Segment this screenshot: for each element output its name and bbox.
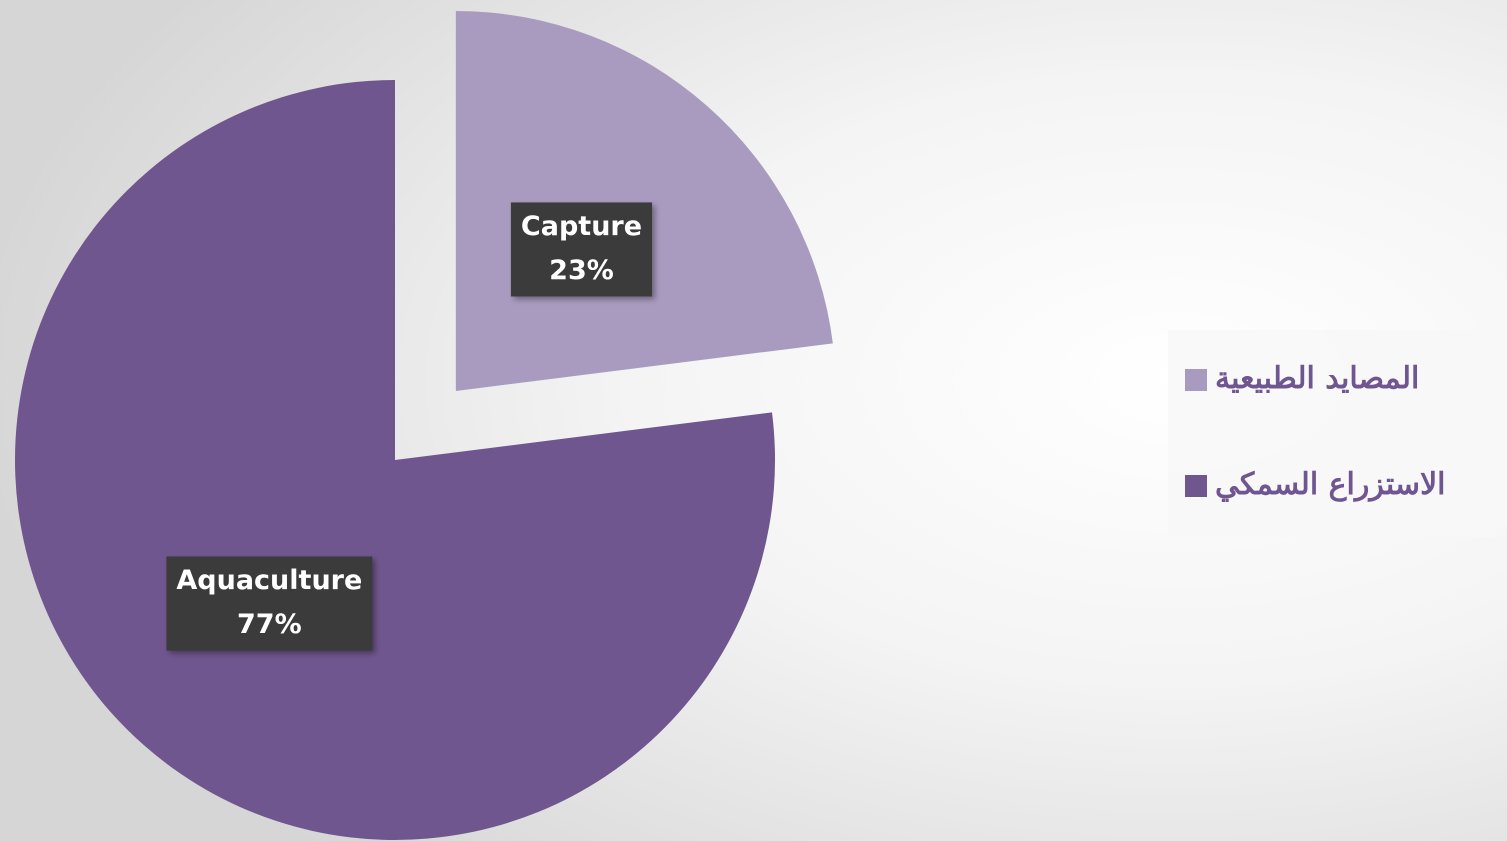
data-label: Aquaculture 77%	[166, 556, 373, 651]
label-category: Capture	[521, 211, 642, 242]
label-category: Aquaculture	[176, 565, 362, 596]
legend-label: المصايد الطبيعية	[1215, 361, 1419, 396]
label-box	[166, 556, 373, 651]
label-value: 77%	[237, 609, 302, 640]
legend-box	[1168, 330, 1507, 537]
data-label: Capture 23%	[510, 202, 653, 297]
label-value: 23%	[549, 255, 614, 286]
legend-swatch	[1185, 369, 1207, 391]
legend-label: الاستزراع السمكي	[1215, 467, 1446, 502]
legend-swatch	[1185, 475, 1207, 497]
label-box	[510, 202, 653, 297]
